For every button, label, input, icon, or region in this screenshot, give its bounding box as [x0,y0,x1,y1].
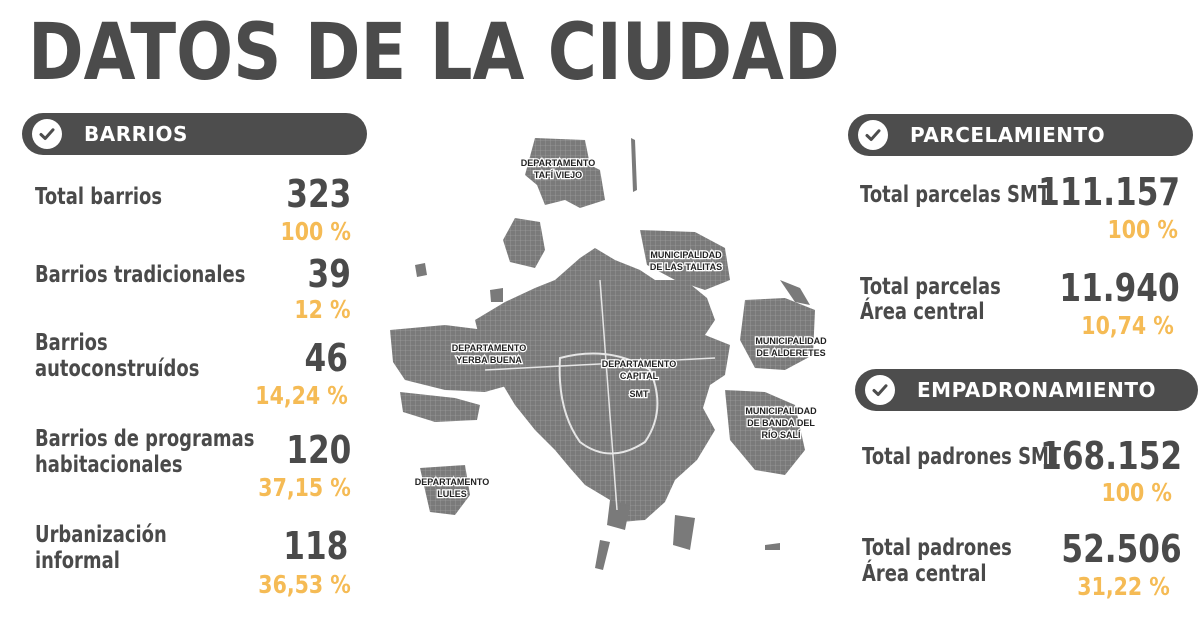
stat-label: habitacionales [35,452,183,478]
parcelamiento-header-label: PARCELAMIENTO [910,123,1106,147]
stat-value: 168.152 [1040,434,1182,478]
stat-percentage: 36,53 % [258,570,351,599]
stat-label: Total barrios [35,184,163,210]
map-label-lules: DEPARTAMENTO [415,477,490,487]
stat-value: 118 [282,524,348,568]
map-label-capital: SMT [630,389,650,399]
map-label-alderetes: MUNICIPALIDAD [755,336,827,346]
map-label-tafi: TAFÍ VIEJO [534,170,582,180]
stat-label: Barrios de programas [35,426,255,452]
stat-value: 39 [307,252,351,296]
stat-label: Total parcelas SMT [860,182,1051,208]
map-label-banda: MUNICIPALIDAD [745,406,817,416]
map-label-capital: CAPITAL [620,371,659,381]
map-label-yerba-buena: YERBA BUENA [456,355,522,365]
check-circle-icon [865,375,895,405]
city-map: DEPARTAMENTO TAFÍ VIEJO MUNICIPALIDAD DE… [390,138,828,570]
tafi-viejo-area [525,138,605,208]
stat-label: Área central [860,299,985,325]
stat-value: 111.157 [1038,170,1180,214]
map-label-talitas: MUNICIPALIDAD [650,250,722,260]
map-label-alderetes: DE ALDERETES [756,348,825,358]
stat-percentage: 100 % [1101,478,1172,507]
stat-percentage: 10,74 % [1081,311,1174,340]
stat-value: 11.940 [1059,266,1180,310]
stat-percentage: 100 % [1107,215,1178,244]
stat-label: Barrios [35,330,108,356]
banda-rio-sali-area [725,390,805,475]
alderetes-area [740,298,815,370]
map-label-lules: LULES [437,489,467,499]
lules-area [420,465,470,515]
yerba-buena-area [390,325,510,392]
stat-label: Total padrones SMT [862,444,1062,470]
stat-label: Urbanización [35,522,167,548]
stat-value: 120 [285,428,351,472]
stat-percentage: 14,24 % [255,381,348,410]
stat-percentage: 12 % [294,295,351,324]
stat-label: autoconstruídos [35,356,200,382]
barrios-header-label: BARRIOS [84,122,188,146]
stat-label: Área central [862,561,987,587]
map-label-yerba-buena: DEPARTAMENTO [452,343,527,353]
empadronamiento-header: EMPADRONAMIENTO [855,369,1198,411]
stat-percentage: 100 % [280,217,351,246]
capital-area [475,248,730,522]
map-label-talitas: DE LAS TALITAS [650,262,722,272]
barrios-header: BARRIOS [22,113,367,155]
stat-value: 323 [285,172,351,216]
stat-label: Total padrones [862,535,1012,561]
empadronamiento-header-label: EMPADRONAMIENTO [917,378,1156,402]
stat-label: Total parcelas [860,274,1001,300]
stat-percentage: 37,15 % [258,473,351,502]
stat-value: 46 [304,336,348,380]
stat-value: 52.506 [1061,527,1182,571]
stat-label: informal [35,548,120,574]
las-talitas-area [640,230,730,290]
check-circle-icon [858,120,888,150]
stat-percentage: 31,22 % [1077,572,1170,601]
parcelamiento-header: PARCELAMIENTO [848,114,1193,156]
map-label-tafi: DEPARTAMENTO [521,158,596,168]
page-title: DATOS DE LA CIUDAD [28,8,840,98]
map-label-banda: RÍO SALÍ [761,430,801,440]
map-label-capital: DEPARTAMENTO [602,359,677,369]
stat-label: Barrios tradicionales [35,262,246,288]
map-label-banda: DE BANDA DEL [747,418,815,428]
check-circle-icon [32,119,62,149]
